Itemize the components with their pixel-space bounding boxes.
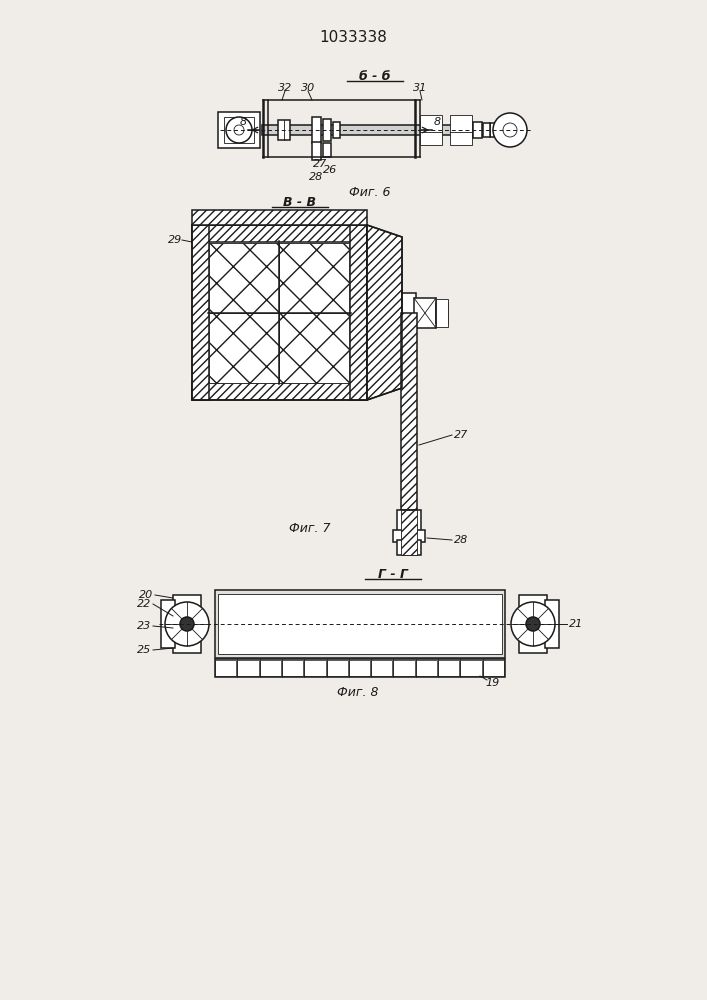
- Bar: [209, 313, 279, 383]
- Text: Г - Г: Г - Г: [378, 568, 408, 582]
- Text: 30: 30: [301, 83, 315, 93]
- Circle shape: [493, 113, 527, 147]
- Bar: [279, 313, 349, 383]
- Circle shape: [234, 125, 244, 135]
- Circle shape: [180, 617, 194, 631]
- Bar: [401, 313, 417, 510]
- Bar: [397, 510, 421, 532]
- Bar: [312, 117, 321, 143]
- Circle shape: [503, 123, 517, 137]
- Bar: [312, 142, 321, 160]
- Bar: [215, 590, 505, 658]
- Circle shape: [226, 117, 252, 143]
- Bar: [394, 660, 415, 676]
- Bar: [192, 210, 367, 225]
- Bar: [192, 383, 367, 400]
- Bar: [282, 660, 303, 676]
- Bar: [460, 660, 481, 676]
- Bar: [192, 225, 209, 400]
- Text: Фиг. 7: Фиг. 7: [289, 522, 331, 534]
- Text: 27: 27: [454, 430, 468, 440]
- Bar: [402, 293, 416, 333]
- Text: 28: 28: [454, 535, 468, 545]
- Bar: [414, 298, 436, 328]
- Text: 21: 21: [569, 619, 583, 629]
- Bar: [490, 123, 498, 137]
- Bar: [218, 594, 502, 654]
- Text: 1033338: 1033338: [319, 29, 387, 44]
- Bar: [218, 112, 260, 148]
- Bar: [161, 600, 175, 648]
- Bar: [371, 660, 392, 676]
- Bar: [393, 530, 425, 542]
- Bar: [450, 115, 472, 145]
- Text: Фиг. 6: Фиг. 6: [349, 186, 391, 198]
- Text: 31: 31: [413, 83, 427, 93]
- Circle shape: [526, 617, 540, 631]
- Bar: [209, 243, 279, 313]
- Text: Фиг. 8: Фиг. 8: [337, 686, 379, 698]
- Bar: [473, 122, 482, 138]
- Text: б - б: б - б: [359, 70, 391, 84]
- Circle shape: [165, 602, 209, 646]
- Bar: [279, 243, 349, 313]
- Text: 23: 23: [136, 621, 151, 631]
- Text: 27: 27: [313, 159, 327, 169]
- Bar: [350, 225, 367, 400]
- Bar: [420, 115, 442, 145]
- Text: 32: 32: [278, 83, 292, 93]
- Bar: [483, 660, 504, 676]
- Bar: [215, 660, 236, 676]
- Bar: [397, 540, 421, 555]
- Bar: [304, 660, 325, 676]
- Bar: [349, 660, 370, 676]
- Text: 25: 25: [136, 645, 151, 655]
- Text: В - В: В - В: [284, 196, 317, 210]
- Bar: [483, 123, 490, 137]
- Bar: [278, 120, 290, 140]
- Bar: [401, 510, 417, 555]
- Bar: [259, 660, 281, 676]
- Bar: [519, 595, 547, 653]
- Bar: [238, 660, 259, 676]
- Bar: [416, 660, 437, 676]
- Bar: [192, 225, 367, 242]
- Text: 22: 22: [136, 599, 151, 609]
- Bar: [436, 299, 448, 327]
- Text: 8: 8: [433, 117, 440, 127]
- Bar: [323, 143, 331, 157]
- Bar: [327, 660, 348, 676]
- Text: 19: 19: [485, 678, 499, 688]
- Bar: [436, 303, 448, 323]
- Bar: [323, 119, 331, 141]
- Bar: [545, 600, 559, 648]
- Bar: [192, 225, 367, 400]
- Bar: [173, 595, 201, 653]
- Bar: [224, 117, 254, 143]
- Bar: [262, 125, 497, 135]
- Text: 29: 29: [168, 235, 182, 245]
- Bar: [333, 122, 340, 138]
- Bar: [215, 659, 505, 677]
- Circle shape: [511, 602, 555, 646]
- Bar: [438, 660, 460, 676]
- Text: 28: 28: [309, 172, 323, 182]
- Text: 8: 8: [240, 117, 247, 127]
- Polygon shape: [367, 225, 402, 400]
- Text: 20: 20: [139, 590, 153, 600]
- Text: 26: 26: [323, 165, 337, 175]
